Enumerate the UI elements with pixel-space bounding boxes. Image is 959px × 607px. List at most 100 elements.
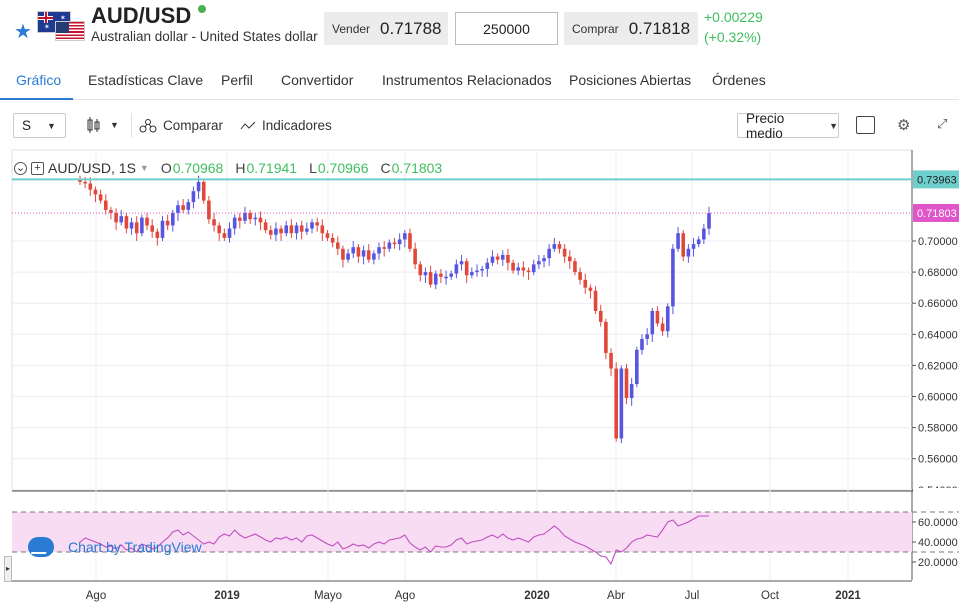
candle-body — [227, 228, 232, 238]
fullscreen-box-icon[interactable] — [856, 116, 875, 134]
tab-perfil[interactable]: Perfil — [221, 72, 253, 88]
tab-instrumentos[interactable]: Instrumentos Relacionados — [382, 72, 552, 88]
indicators-button[interactable]: Indicadores — [240, 118, 332, 133]
close-value: 0.71803 — [391, 160, 443, 176]
candle-body — [624, 368, 629, 399]
candle-body — [619, 368, 624, 439]
tab-posiciones[interactable]: Posiciones Abiertas — [569, 72, 692, 88]
tab-grafico[interactable]: Gráfico — [16, 72, 62, 88]
x-tick-label: Ago — [86, 590, 106, 602]
add-icon[interactable]: + — [31, 161, 44, 175]
candle-body — [248, 213, 252, 220]
candle-body — [170, 213, 175, 226]
sell-price: 0.71788 — [380, 18, 442, 38]
candle-body — [500, 254, 505, 260]
candle-body — [222, 233, 227, 238]
candle-body — [671, 248, 675, 307]
candle-body — [191, 191, 196, 203]
candle-body — [382, 247, 386, 249]
candle-body — [232, 217, 237, 229]
candle-body — [567, 256, 572, 262]
rsi-tick-label: 20.0000 — [918, 557, 958, 569]
pane-resize-handle[interactable]: ▸ — [4, 556, 12, 582]
currency-flags-icon: ✶ ✶ ✶ — [37, 11, 85, 41]
close-label: C — [380, 160, 391, 176]
chevron-down-icon[interactable]: ▼ — [139, 163, 149, 173]
candle-body — [387, 242, 392, 249]
change-absolute: +0.00229 — [704, 9, 763, 25]
candle-body — [635, 349, 639, 385]
candle-body — [315, 222, 319, 226]
candle-body — [614, 368, 619, 439]
gear-icon[interactable]: ⚙ — [897, 117, 911, 134]
interval-select[interactable]: S ▼ — [13, 113, 66, 138]
price-type-select[interactable]: Precio medio ▼ — [737, 111, 839, 141]
expand-icon[interactable]: ⤢ — [937, 116, 948, 131]
quantity-input[interactable]: 250000 — [455, 12, 558, 45]
candle-body — [243, 213, 247, 221]
candle-body — [145, 217, 149, 226]
chart-overlays: 0.73963 0.71803 — [12, 170, 959, 222]
candle-body — [526, 270, 531, 273]
candle-body — [444, 276, 448, 279]
candle-body — [325, 233, 330, 238]
candle-body — [557, 244, 562, 249]
buy-button[interactable]: Comprar 0.71818 — [564, 12, 698, 45]
candle-body — [356, 247, 361, 257]
watermark-text: Chart by TradingView — [68, 539, 202, 555]
candle-body — [320, 225, 325, 234]
candle-body — [645, 334, 649, 339]
candle-body — [98, 194, 103, 201]
chevron-down-icon: ▼ — [47, 120, 56, 131]
candle-body — [691, 244, 696, 249]
sell-button[interactable]: Vender 0.71788 — [324, 12, 448, 45]
tab-ordenes[interactable]: Órdenes — [712, 72, 766, 88]
compare-label: Comparar — [163, 118, 224, 133]
hline-price-tag — [913, 170, 959, 189]
candle-body — [176, 205, 180, 214]
tradingview-logo-icon — [28, 537, 54, 557]
x-tick-label: Oct — [761, 590, 780, 602]
rsi-pane: 60.0000 40.0000 20.0000 — [12, 511, 959, 569]
candle-body — [464, 261, 469, 276]
chart-type-button[interactable]: ▼ — [86, 117, 119, 133]
candle-body — [346, 253, 350, 260]
open-label: O — [160, 160, 172, 176]
candle-body — [542, 258, 546, 262]
y-tick-label: 0.60000 — [918, 392, 958, 404]
candle-body — [279, 228, 283, 234]
tab-estadisticas[interactable]: Estadísticas Clave — [88, 72, 204, 88]
tradingview-watermark[interactable]: Chart by TradingView — [28, 537, 202, 557]
candle-body — [305, 228, 309, 232]
pair-title: AUD/USD — [91, 3, 192, 28]
candle-body — [238, 217, 242, 221]
compare-button[interactable]: Comparar — [139, 118, 223, 133]
candle-body — [629, 384, 634, 399]
candle-body — [372, 253, 376, 260]
candle-body — [284, 225, 289, 234]
candle-body — [196, 181, 201, 192]
tab-convertidor[interactable]: Convertidor — [281, 72, 354, 88]
indicators-icon — [240, 121, 256, 129]
hline-price-label: 0.73963 — [917, 174, 957, 186]
usa-flag-icon — [55, 21, 85, 41]
candle-body — [253, 217, 258, 220]
rsi-tick-label: 60.0000 — [918, 517, 958, 529]
candle-body — [186, 202, 191, 210]
candle-body — [418, 264, 423, 276]
candle-body — [537, 261, 541, 265]
candle-body — [408, 233, 412, 249]
candle-body — [351, 247, 356, 254]
main-pane-frame — [11, 149, 913, 491]
candle-body — [578, 272, 582, 280]
candle-body — [480, 268, 484, 271]
candle-body — [598, 310, 603, 322]
favorite-star-icon[interactable]: ★ — [14, 21, 32, 43]
buy-price: 0.71818 — [628, 18, 691, 38]
collapse-icon[interactable]: ⌄ — [14, 161, 27, 175]
x-tick-label: Mayo — [314, 590, 342, 602]
candle-body — [470, 272, 474, 276]
candle-body — [119, 216, 124, 223]
y-tick-label: 0.70000 — [918, 236, 958, 248]
